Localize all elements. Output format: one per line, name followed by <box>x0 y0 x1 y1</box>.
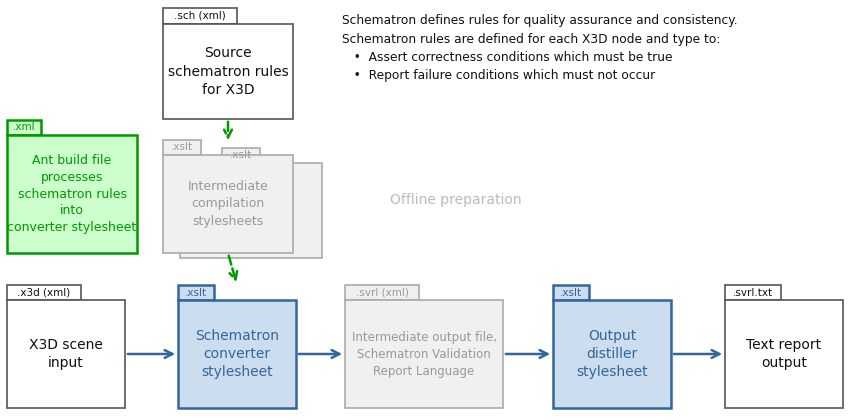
Bar <box>553 285 589 300</box>
Text: .svrl.txt: .svrl.txt <box>733 288 773 297</box>
Text: Schematron
converter
stylesheet: Schematron converter stylesheet <box>195 328 279 379</box>
Bar <box>178 285 214 300</box>
Text: Text report
output: Text report output <box>746 338 822 370</box>
Bar <box>222 148 260 163</box>
Bar <box>7 300 125 408</box>
Bar <box>163 140 201 155</box>
Bar <box>7 135 137 253</box>
Bar <box>725 300 843 408</box>
Bar <box>725 285 781 300</box>
Bar <box>7 285 81 300</box>
Text: .svrl (xml): .svrl (xml) <box>355 288 408 297</box>
Text: X3D scene
input: X3D scene input <box>29 338 103 370</box>
Text: .xslt: .xslt <box>560 288 582 297</box>
Bar <box>553 300 671 408</box>
Text: .xml: .xml <box>13 123 35 132</box>
Text: Ant build file
processes
schematron rules
into
converter stylesheet: Ant build file processes schematron rule… <box>8 153 136 234</box>
Text: .sch (xml): .sch (xml) <box>174 11 226 21</box>
Bar <box>345 285 419 300</box>
Text: Offline preparation: Offline preparation <box>390 193 522 207</box>
Text: .xslt: .xslt <box>171 142 193 152</box>
Bar <box>163 155 293 253</box>
Text: Intermediate output file,
Schematron Validation
Report Language: Intermediate output file, Schematron Val… <box>352 331 497 378</box>
Bar <box>163 24 293 119</box>
Bar <box>180 163 322 258</box>
Text: .xslt: .xslt <box>230 150 252 160</box>
Text: Intermediate
compilation
stylesheets: Intermediate compilation stylesheets <box>188 181 269 228</box>
Bar <box>345 300 503 408</box>
Bar <box>163 8 237 24</box>
Text: .x3d (xml): .x3d (xml) <box>17 288 70 297</box>
Text: Output
distiller
stylesheet: Output distiller stylesheet <box>577 328 648 379</box>
Text: Source
schematron rules
for X3D: Source schematron rules for X3D <box>167 46 288 97</box>
Bar <box>178 300 296 408</box>
Text: Schematron defines rules for quality assurance and consistency.
Schematron rules: Schematron defines rules for quality ass… <box>342 14 738 82</box>
Bar <box>7 120 41 135</box>
Text: .xslt: .xslt <box>185 288 207 297</box>
